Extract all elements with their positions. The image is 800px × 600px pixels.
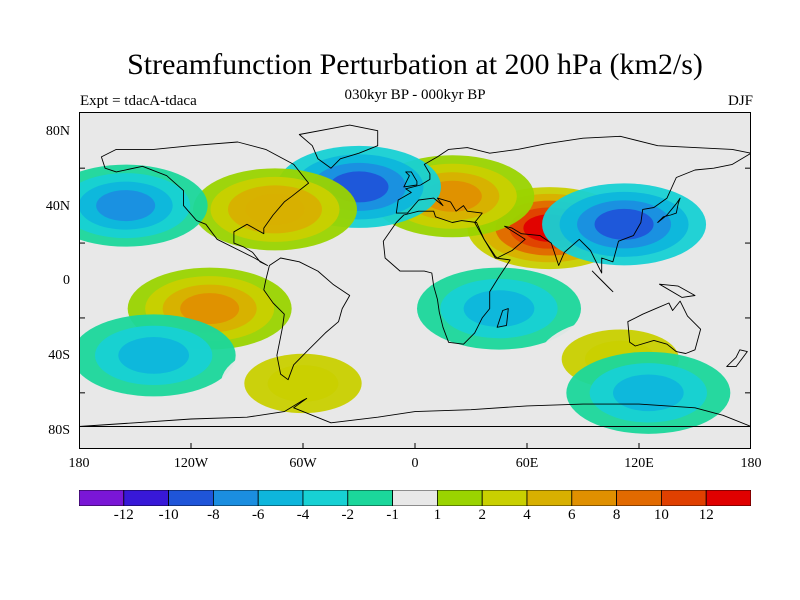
colorbar-swatch [302, 490, 349, 506]
colorbar-label: -8 [207, 507, 220, 523]
colorbar-swatch [481, 490, 528, 506]
colorbar-swatch [79, 490, 125, 506]
colorbar-label: -2 [341, 507, 355, 523]
colorbar [79, 490, 751, 506]
colorbar-label: 10 [653, 507, 669, 523]
coastline [79, 397, 751, 427]
contour-negative [96, 190, 156, 222]
x-tick-label: 180 [740, 456, 762, 471]
coastline [627, 300, 702, 354]
coastline [100, 141, 310, 266]
season-label: DJF [727, 93, 753, 109]
x-tick-label: 120E [624, 456, 654, 471]
y-tick-label: 80S [48, 423, 70, 438]
y-tick-label: 80N [45, 124, 70, 139]
colorbar-swatch [436, 490, 483, 506]
x-tick-label: 180 [68, 456, 90, 471]
colorbar-label: 2 [478, 507, 486, 523]
contour-positive [267, 365, 339, 402]
colorbar-label: 12 [698, 507, 714, 523]
coastline [403, 171, 418, 188]
colorbar-label: 8 [612, 507, 621, 523]
contour-positive [245, 193, 305, 225]
y-tick-label: 0 [63, 273, 70, 288]
colorbar-label: 6 [568, 507, 576, 523]
colorbar-label: -10 [158, 507, 179, 523]
colorbar-label: -1 [386, 507, 399, 523]
coastline [591, 270, 614, 293]
coastline [659, 283, 696, 298]
x-tick-label: 0 [411, 456, 419, 471]
colorbar-label: 1 [433, 507, 442, 523]
colorbar-swatch [392, 490, 438, 506]
coastline [263, 257, 351, 381]
contour-negative [594, 208, 654, 240]
chart-subtitle: 030kyr BP - 000kyr BP [344, 87, 486, 103]
contour-negative [463, 290, 535, 327]
chart-title: Streamfunction Perturbation at 200 hPa (… [127, 48, 703, 81]
x-tick-label: 60E [515, 456, 539, 471]
experiment-label: Expt = tdacA-tdaca [80, 93, 197, 109]
colorbar-swatch [705, 490, 751, 506]
coastline [657, 197, 681, 223]
y-tick-label: 40S [48, 348, 70, 363]
colorbar-label: -12 [113, 507, 134, 523]
colorbar-swatch [347, 490, 393, 506]
coastline [726, 349, 748, 368]
contour-negative [118, 337, 189, 374]
colorbar-swatch [616, 490, 662, 506]
colorbar-swatch [212, 490, 259, 506]
coastline [395, 135, 751, 274]
colorbar-swatch [168, 490, 214, 506]
contour-positive [180, 293, 240, 325]
colorbar-label: -6 [251, 507, 265, 523]
colorbar-label: -4 [296, 507, 310, 523]
coastlines [79, 124, 751, 427]
colorbar-swatch [661, 490, 707, 506]
colorbar-swatch [123, 490, 169, 506]
contour-map [79, 112, 751, 449]
coastline [382, 210, 511, 345]
y-tick-label: 40N [45, 199, 70, 214]
coastline [298, 124, 379, 169]
colorbar-swatch [571, 490, 617, 506]
contour-negative [613, 374, 684, 412]
colorbar-swatch [526, 490, 573, 506]
colorbar-swatch [257, 490, 304, 506]
x-tick-label: 120W [173, 456, 209, 471]
colorbar-label: 4 [523, 507, 531, 523]
x-tick-label: 60W [289, 456, 317, 471]
coastline [496, 308, 509, 328]
